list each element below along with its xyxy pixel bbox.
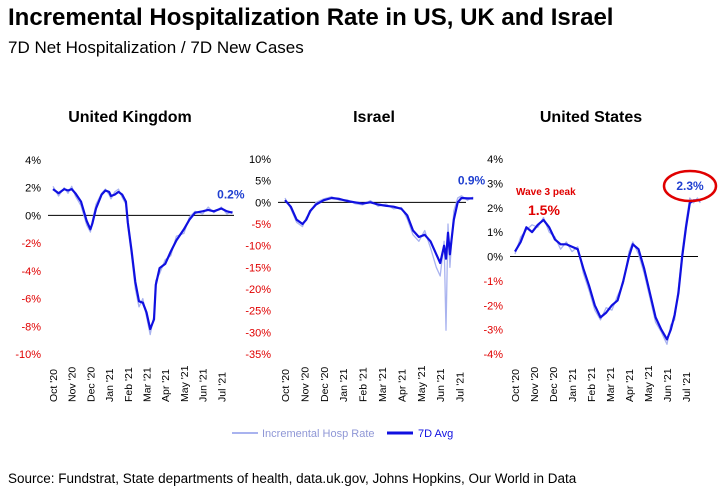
x-tick-label: Jun '21 (435, 368, 447, 402)
x-tick-label: Jun '21 (662, 368, 674, 402)
x-tick-label: Feb '21 (586, 367, 598, 402)
y-tick-label: 0% (487, 252, 503, 264)
y-tick-label: 2% (487, 203, 503, 215)
y-tick-label: -35% (245, 349, 271, 361)
y-tick-label: -3% (483, 325, 503, 337)
x-tick-label: Apr '21 (624, 369, 636, 402)
x-tick-label: Jun '21 (198, 368, 210, 402)
y-tick-label: -2% (21, 238, 41, 250)
y-tick-label: -20% (245, 284, 271, 296)
series-incremental-hosp-line (52, 185, 233, 336)
x-tick-label: Nov '20 (299, 367, 311, 402)
y-tick-label: -2% (483, 300, 503, 312)
x-tick-label: Dec '20 (548, 367, 560, 402)
page-title: Incremental Hospitalization Rate in US, … (8, 4, 614, 31)
page-subtitle: 7D Net Hospitalization / 7D New Cases (8, 38, 304, 57)
x-tick-label: Feb '21 (123, 367, 135, 402)
y-tick-label: 5% (255, 176, 271, 188)
x-tick-label: Feb '21 (358, 367, 370, 402)
x-tick-label: Jan '21 (567, 368, 579, 402)
x-tick-label: May '21 (179, 365, 191, 402)
x-tick-label: Nov '20 (67, 367, 79, 402)
x-tick-label: Jul '21 (455, 372, 467, 402)
x-tick-label: Dec '20 (319, 367, 331, 402)
y-tick-label: -4% (21, 266, 41, 278)
x-tick-label: Jan '21 (338, 368, 350, 402)
x-tick-label: Mar '21 (605, 367, 617, 402)
series-7d-avg-line (52, 188, 233, 331)
x-tick-label: Oct '20 (280, 369, 292, 402)
x-tick-label: May '21 (416, 365, 428, 402)
x-tick-label: Oct '20 (48, 369, 60, 402)
y-tick-label: -10% (245, 241, 271, 253)
y-tick-label: 10% (249, 154, 271, 166)
data-label: Wave 3 peak (516, 187, 576, 198)
y-tick-label: -30% (245, 327, 271, 339)
x-tick-label: Jan '21 (104, 368, 116, 402)
data-label: 0.9% (458, 173, 486, 187)
x-tick-label: Mar '21 (142, 367, 154, 402)
x-tick-label: Oct '20 (510, 369, 522, 402)
y-tick-label: -10% (15, 349, 41, 361)
highlight-circle (662, 169, 718, 203)
source-note: Source: Fundstrat, State departments of … (8, 471, 577, 486)
chart-title: Israel (353, 109, 395, 126)
series-incremental-hosp-line (284, 195, 474, 331)
series-7d-avg-line (514, 199, 701, 341)
x-tick-label: Jul '21 (216, 372, 228, 402)
x-tick-label: Nov '20 (529, 367, 541, 402)
y-tick-label: 0% (25, 210, 41, 222)
legend-raw-label: Incremental Hosp Rate (262, 428, 375, 440)
y-tick-label: -5% (251, 219, 271, 231)
y-tick-label: 0% (255, 197, 271, 209)
legend-avg-label: 7D Avg (418, 428, 453, 440)
x-tick-label: May '21 (643, 365, 655, 402)
y-tick-label: -8% (21, 321, 41, 333)
y-tick-label: 1% (487, 227, 503, 239)
x-tick-label: Jul '21 (681, 372, 693, 402)
x-tick-label: Mar '21 (377, 367, 389, 402)
y-tick-label: 2% (25, 183, 41, 195)
x-tick-label: Apr '21 (160, 369, 172, 402)
chart-title: United Kingdom (68, 109, 192, 126)
data-label: 0.2% (217, 188, 245, 202)
chart-title: United States (540, 109, 642, 126)
y-tick-label: -4% (483, 349, 503, 361)
y-tick-label: 4% (25, 155, 41, 167)
x-tick-label: Apr '21 (396, 369, 408, 402)
data-label: 2.3% (676, 179, 704, 193)
y-tick-label: 4% (487, 154, 503, 166)
series-7d-avg-line (284, 196, 474, 265)
y-tick-label: 3% (487, 178, 503, 190)
y-tick-label: -6% (21, 294, 41, 306)
y-tick-label: -1% (483, 276, 503, 288)
data-label: 1.5% (528, 202, 560, 218)
x-tick-label: Dec '20 (85, 367, 97, 402)
y-tick-label: -25% (245, 306, 271, 318)
y-tick-label: -15% (245, 262, 271, 274)
